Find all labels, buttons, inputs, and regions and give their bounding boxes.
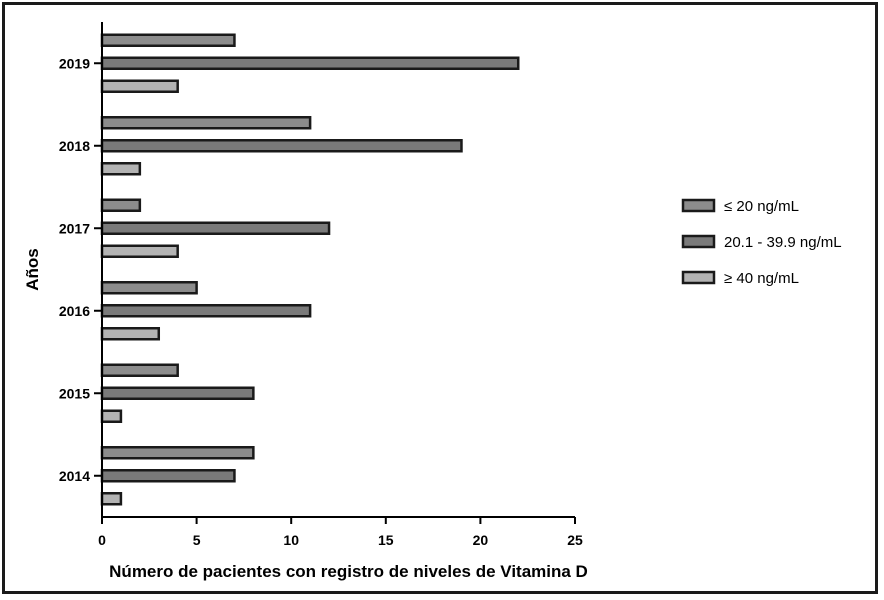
y-tick-label: 2016 [59,303,90,319]
y-tick-label: 2018 [59,138,90,154]
legend-swatch-3 [681,270,716,285]
y-tick-label: 2014 [59,468,90,484]
y-tick-label: 2019 [59,55,90,71]
legend: ≤ 20 ng/mL 20.1 - 39.9 ng/mL ≥ 40 ng/mL [681,198,842,287]
x-tick-label: 0 [98,532,106,548]
bar-2019-series-1 [100,33,236,47]
x-tick-label: 5 [193,532,201,548]
legend-label-1: ≤ 20 ng/mL [724,198,799,215]
y-ticks-group: 2014 2015 2016 2017 2018 2019 [59,55,102,484]
bar-2014-series-3 [100,492,123,506]
bar-2017-series-3 [100,244,179,258]
bar-2016-series-2 [100,304,312,318]
bar-2015-series-3 [100,409,123,423]
legend-swatch-1 [681,198,716,213]
y-tick-label: 2017 [59,220,90,236]
legend-swatch-2 [681,234,716,249]
bar-2017-series-1 [100,198,142,212]
x-tick-label: 15 [378,532,394,548]
bar-2015-series-2 [100,386,255,400]
x-tick-label: 10 [283,532,299,548]
bar-2016-series-3 [100,327,161,341]
y-tick-label: 2015 [59,385,90,401]
bar-2015-series-1 [100,363,179,377]
x-tick-label: 20 [473,532,489,548]
legend-label-2: 20.1 - 39.9 ng/mL [724,234,842,251]
bar-2018-series-2 [100,139,463,153]
bar-2019-series-2 [100,56,520,70]
bar-2019-series-3 [100,79,179,93]
bar-2016-series-1 [100,281,198,295]
y-axis-title: Años [23,248,42,291]
bar-2014-series-2 [100,469,236,483]
bar-2018-series-1 [100,116,312,130]
bar-2017-series-2 [100,221,331,235]
x-tick-label: 25 [567,532,583,548]
x-ticks-group: 0 5 10 15 20 25 [98,517,583,548]
figure-frame [2,2,878,594]
bar-2014-series-1 [100,446,255,460]
x-axis-title: Número de pacientes con registro de nive… [109,562,588,581]
bars-group [100,33,520,506]
legend-label-3: ≥ 40 ng/mL [724,270,799,287]
bar-2018-series-3 [100,162,142,176]
